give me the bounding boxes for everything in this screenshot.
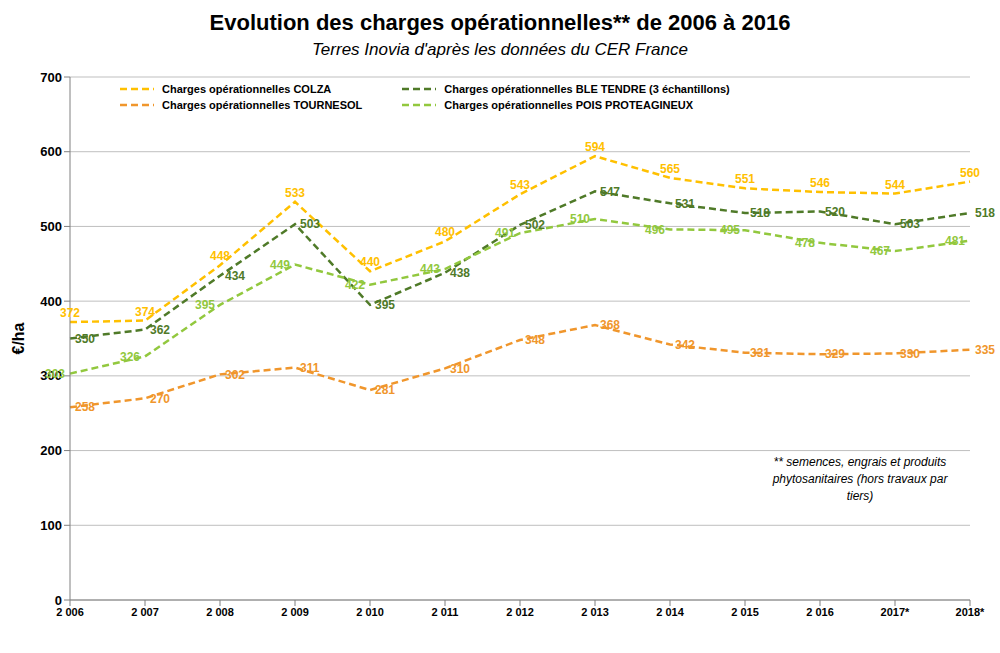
svg-text:503: 503: [900, 217, 920, 231]
svg-text:372: 372: [60, 306, 80, 320]
svg-text:326: 326: [120, 350, 140, 364]
svg-text:547: 547: [600, 185, 620, 199]
svg-text:2 011: 2 011: [432, 606, 459, 618]
svg-text:0: 0: [55, 593, 62, 608]
html-text:** semences, engrais et produi: ** semences, engrais et produits phytosa…: [772, 455, 948, 504]
svg-text:434: 434: [225, 269, 245, 283]
svg-text:302: 302: [225, 368, 245, 382]
html-text:Charges opérationnelles COLZA: Charges opérationnelles COLZA: [162, 83, 332, 95]
svg-text:2018*: 2018*: [956, 606, 985, 618]
svg-text:2 015: 2 015: [731, 606, 759, 618]
svg-text:491: 491: [495, 226, 515, 240]
svg-text:546: 546: [810, 176, 830, 190]
svg-text:270: 270: [150, 392, 170, 406]
svg-text:531: 531: [675, 197, 695, 211]
svg-text:533: 533: [285, 186, 305, 200]
html-text:Charges opérationnelles TOURNE: Charges opérationnelles TOURNESOL: [162, 99, 363, 111]
svg-text:350: 350: [75, 332, 95, 346]
svg-text:481: 481: [945, 234, 965, 248]
svg-text:395: 395: [375, 298, 395, 312]
svg-text:510: 510: [570, 212, 590, 226]
svg-text:303: 303: [45, 367, 65, 381]
svg-text:2 008: 2 008: [206, 606, 234, 618]
svg-text:700: 700: [40, 70, 62, 85]
svg-text:395: 395: [195, 298, 215, 312]
svg-text:2 014: 2 014: [656, 606, 684, 618]
svg-text:2 009: 2 009: [281, 606, 309, 618]
svg-text:258: 258: [75, 400, 95, 414]
svg-text:2 012: 2 012: [506, 606, 534, 618]
svg-text:520: 520: [825, 205, 845, 219]
svg-text:310: 310: [450, 362, 470, 376]
svg-text:502: 502: [525, 218, 545, 232]
html-text:Charges opérationnelles POIS P: Charges opérationnelles POIS PROTEAGINEU…: [444, 99, 694, 111]
svg-text:503: 503: [300, 217, 320, 231]
svg-text:342: 342: [675, 338, 695, 352]
svg-text:281: 281: [375, 383, 395, 397]
svg-text:331: 331: [750, 346, 770, 360]
svg-text:443: 443: [420, 262, 440, 276]
svg-text:551: 551: [735, 172, 755, 186]
svg-text:368: 368: [600, 318, 620, 332]
svg-text:449: 449: [270, 258, 290, 272]
svg-text:335: 335: [975, 343, 992, 357]
svg-text:448: 448: [210, 249, 230, 263]
svg-text:2017*: 2017*: [881, 606, 910, 618]
svg-text:2 013: 2 013: [581, 606, 609, 618]
svg-text:543: 543: [510, 178, 530, 192]
svg-text:362: 362: [150, 323, 170, 337]
svg-text:€/ha: €/ha: [10, 322, 27, 354]
svg-text:2 010: 2 010: [356, 606, 384, 618]
svg-text:518: 518: [750, 206, 770, 220]
svg-text:2 007: 2 007: [131, 606, 159, 618]
svg-text:544: 544: [885, 178, 905, 192]
svg-text:348: 348: [525, 333, 545, 347]
svg-text:200: 200: [40, 443, 62, 458]
svg-text:330: 330: [900, 347, 920, 361]
svg-text:495: 495: [720, 223, 740, 237]
svg-text:2 016: 2 016: [806, 606, 834, 618]
html-text:Terres Inovia d'après les donn: Terres Inovia d'après les données du CER…: [312, 40, 688, 59]
svg-text:560: 560: [960, 166, 980, 180]
svg-text:422: 422: [345, 278, 365, 292]
svg-text:600: 600: [40, 144, 62, 159]
svg-text:440: 440: [360, 255, 380, 269]
html-text:Charges opérationnelles BLE TE: Charges opérationnelles BLE TENDRE (3 éc…: [444, 83, 730, 95]
svg-text:496: 496: [645, 223, 665, 237]
html-text:Evolution des charges opératio: Evolution des charges opérationnelles** …: [209, 10, 791, 35]
svg-text:467: 467: [870, 244, 890, 258]
svg-text:100: 100: [40, 518, 62, 533]
svg-text:438: 438: [450, 266, 470, 280]
svg-text:400: 400: [40, 294, 62, 309]
svg-text:518: 518: [975, 206, 992, 220]
svg-text:500: 500: [40, 219, 62, 234]
svg-text:480: 480: [435, 225, 455, 239]
svg-text:565: 565: [660, 162, 680, 176]
svg-text:594: 594: [585, 140, 605, 154]
svg-text:311: 311: [300, 361, 320, 375]
svg-text:329: 329: [825, 347, 845, 361]
svg-text:2 006: 2 006: [56, 605, 84, 618]
svg-text:478: 478: [795, 236, 815, 250]
svg-text:374: 374: [135, 305, 155, 319]
